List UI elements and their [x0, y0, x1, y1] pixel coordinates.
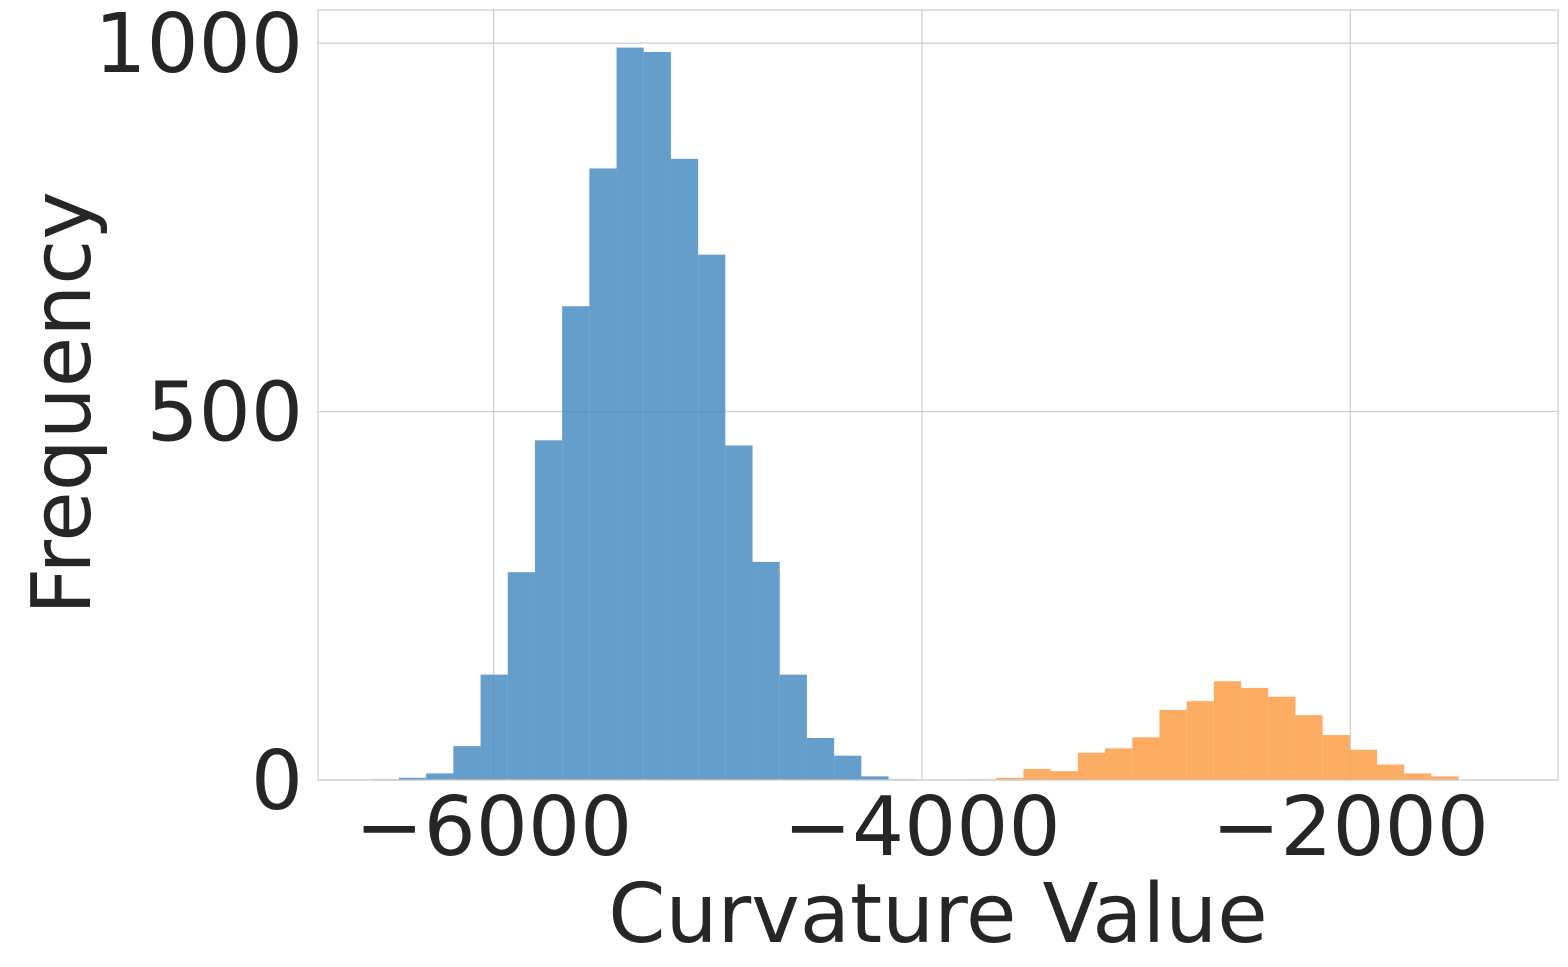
x-tick-labels: −6000 −4000 −2000 [355, 780, 1489, 875]
histogram-bar-series-1 [643, 52, 671, 780]
histogram-bar-series-2 [1213, 681, 1242, 780]
histogram-bar-series-1 [562, 306, 590, 780]
histogram-bar-series-1 [834, 755, 862, 780]
y-tick-label: 1000 [94, 0, 303, 92]
x-axis-label: Curvature Value [608, 867, 1267, 962]
histogram-bar-series-2 [996, 777, 1024, 780]
histogram-bar-series-2 [1404, 773, 1432, 780]
histogram-bar-series-2 [1159, 710, 1187, 780]
histogram-bar-series-1 [861, 776, 889, 780]
grid-lines [318, 10, 1558, 781]
histogram-bar-series-2 [1077, 752, 1106, 780]
histogram-bar-series-2 [1241, 687, 1269, 780]
histogram-bar-series-1 [398, 777, 427, 780]
histogram-bar-series-2 [1349, 749, 1378, 780]
histogram-bar-series-2 [1132, 737, 1160, 780]
y-tick-label: 0 [251, 734, 303, 829]
histogram-bar-series-1 [670, 158, 699, 780]
histogram-bar-series-2 [1322, 735, 1350, 780]
histogram-bar-series-1 [426, 773, 454, 780]
histogram-bar-series-1 [480, 674, 508, 780]
histogram-bar-series-1 [507, 572, 535, 780]
histogram-bar-series-1 [453, 746, 481, 780]
y-axis-label: Frequency [15, 191, 110, 615]
x-tick-label: −4000 [783, 780, 1060, 875]
histogram-bar-series-1 [752, 561, 780, 780]
histogram-bar-series-2 [1023, 768, 1051, 780]
histogram-bar-series-1 [779, 674, 807, 780]
x-tick-label: −6000 [355, 780, 632, 875]
histogram-bar-series-2 [1295, 715, 1323, 780]
plot-frame [317, 9, 1559, 781]
x-tick-label: −2000 [1212, 780, 1489, 875]
histogram-bar-series-2 [1431, 776, 1459, 780]
histogram-bar-series-2 [1268, 696, 1296, 780]
histogram-bar-series-1 [589, 168, 617, 781]
y-tick-labels: 0 500 1000 [94, 0, 303, 829]
histogram-bar-series-1 [725, 445, 753, 780]
histogram-bars [371, 47, 1459, 781]
histogram-bar-series-2 [1186, 701, 1214, 780]
histogram-bar-series-2 [1050, 771, 1078, 780]
histogram-bar-series-1 [698, 254, 726, 780]
histogram-bar-series-2 [1105, 748, 1133, 780]
histogram-bar-series-1 [616, 47, 644, 780]
y-tick-label: 500 [146, 366, 303, 461]
histogram-bar-series-1 [806, 738, 835, 780]
histogram-bar-series-2 [1377, 764, 1405, 780]
histogram-bar-series-1 [534, 440, 563, 780]
